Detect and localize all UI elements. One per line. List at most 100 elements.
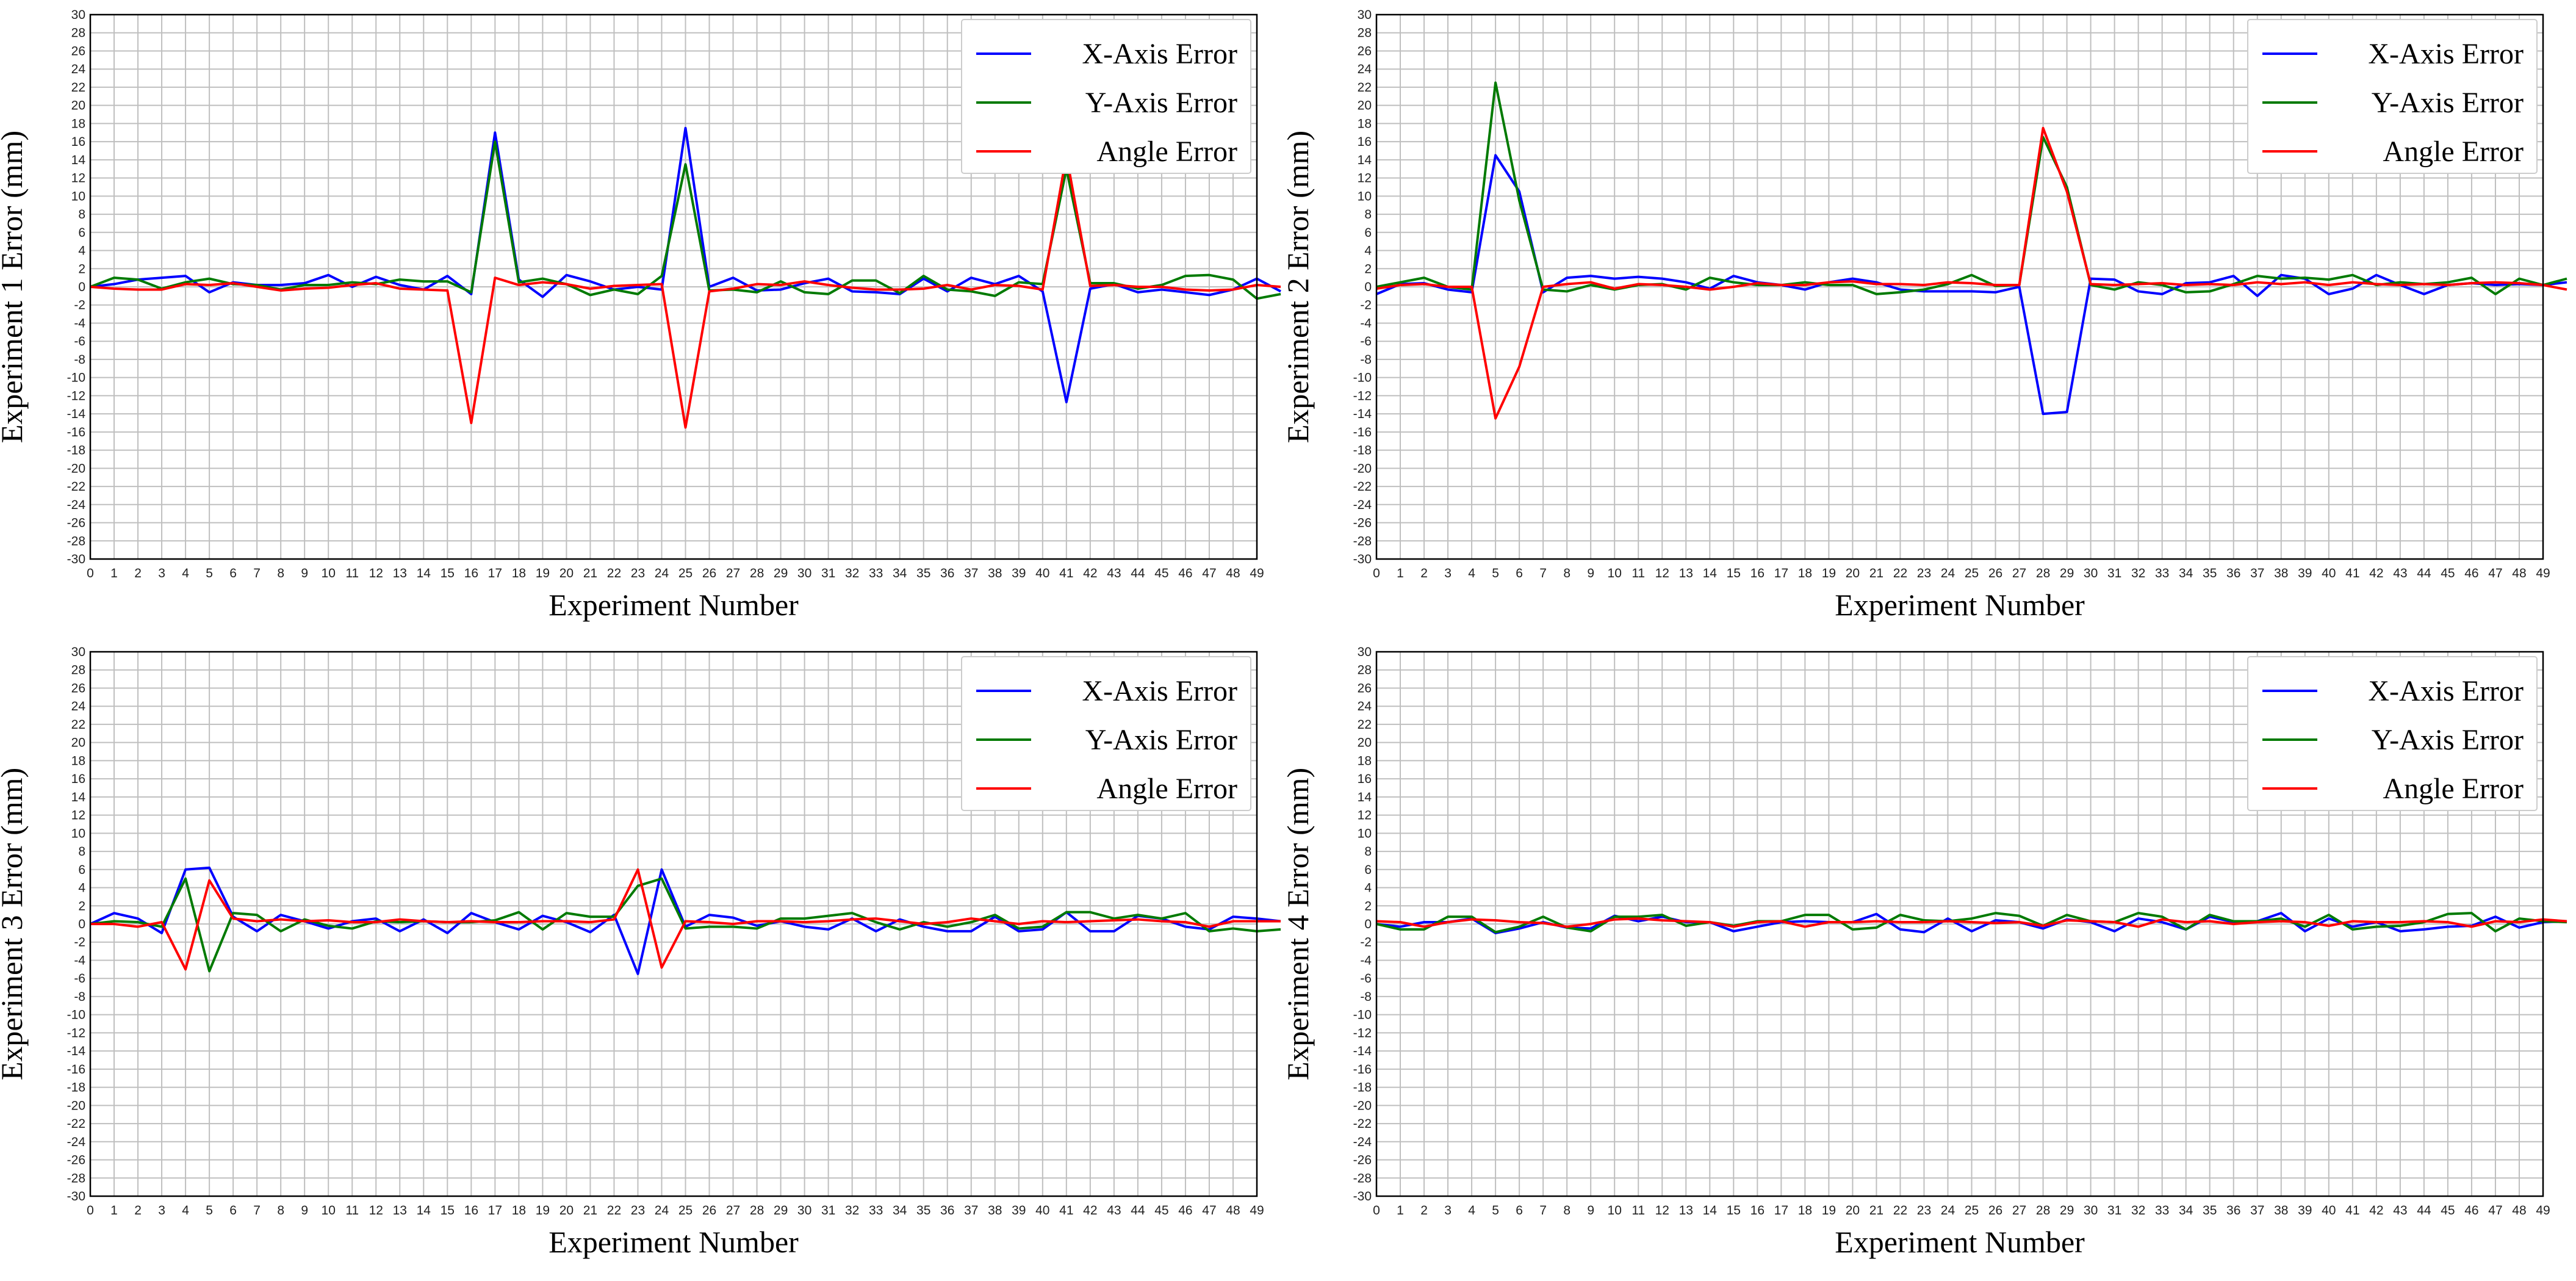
y-tick-label: -2 [1360, 936, 1372, 950]
legend-entry-label: Angle Error [1096, 773, 1237, 805]
y-tick-label: 26 [1358, 681, 1372, 695]
y-tick-label: 6 [1364, 226, 1372, 240]
y-tick-label: -2 [74, 298, 85, 312]
x-tick-label: 17 [1774, 566, 1788, 580]
x-tick-label: 24 [655, 1203, 669, 1218]
x-tick-label: 34 [893, 1203, 907, 1218]
x-tick-label: 6 [1516, 1203, 1523, 1218]
x-tick-label: 26 [702, 566, 716, 580]
x-tick-label: 43 [2393, 566, 2407, 580]
x-tick-label: 4 [182, 1203, 189, 1218]
x-tick-label: 36 [2226, 566, 2240, 580]
y-tick-label: -28 [1353, 534, 1372, 548]
y-tick-label: 26 [71, 681, 85, 695]
x-tick-label: 29 [2060, 1203, 2074, 1218]
x-tick-label: 28 [2036, 1203, 2050, 1218]
y-tick-label: 2 [1364, 899, 1372, 913]
y-tick-label: -28 [67, 534, 85, 548]
x-tick-label: 35 [916, 566, 930, 580]
y-tick-label: 6 [78, 863, 85, 877]
y-tick-label: -10 [67, 1008, 85, 1022]
y-tick-label: 4 [1364, 881, 1372, 895]
x-tick-label: 47 [2488, 1203, 2502, 1218]
y-tick-label: -8 [1360, 353, 1372, 367]
x-tick-label: 11 [345, 1203, 359, 1218]
y-tick-label: 22 [71, 81, 85, 95]
legend-box [961, 656, 1251, 811]
y-tick-label: -4 [74, 953, 85, 967]
x-tick-label: 40 [2322, 1203, 2336, 1218]
y-tick-label: 10 [1358, 189, 1372, 203]
x-tick-label: 13 [393, 1203, 407, 1218]
y-tick-label: 28 [71, 663, 85, 677]
y-tick-label: 18 [1358, 117, 1372, 131]
x-tick-label: 35 [2203, 566, 2217, 580]
y-tick-label: 10 [1358, 826, 1372, 840]
x-tick-label: 21 [583, 566, 597, 580]
chart-panel-3: 0 1 2 3 4 5 6 7 8 9 10 11 12 13 14 15 16 17 18 19 20 21 22 23 24… [0, 645, 1281, 1259]
x-tick-label: 42 [1083, 1203, 1097, 1218]
y-tick-label: 30 [71, 645, 85, 659]
x-tick-label: 34 [2179, 566, 2193, 580]
x-tick-label: 0 [87, 1203, 94, 1218]
y-tick-label: 20 [71, 99, 85, 113]
y-tick-label: 0 [78, 280, 85, 294]
x-tick-label: 2 [1420, 566, 1428, 580]
y-tick-label: 0 [1364, 917, 1372, 931]
x-tick-label: 32 [845, 566, 859, 580]
x-tick-label: 43 [1107, 1203, 1121, 1218]
x-tick-label: 37 [2250, 566, 2264, 580]
series-line-x-axis-error [90, 126, 1281, 403]
y-tick-label: 14 [1358, 153, 1372, 167]
y-tick-label: 16 [71, 772, 85, 786]
series-line-angle-error [90, 868, 1281, 971]
x-tick-label: 34 [2179, 1203, 2193, 1218]
x-tick-label: 25 [1965, 566, 1979, 580]
x-tick-label: 30 [797, 566, 811, 580]
y-tick-label: 30 [71, 8, 85, 22]
y-tick-label: -14 [67, 1044, 86, 1058]
x-tick-label: 38 [988, 566, 1002, 580]
legend-entry-label: Y-Axis Error [2372, 87, 2524, 119]
y-tick-label: 0 [1364, 280, 1372, 294]
y-tick-label: 28 [1358, 26, 1372, 40]
y-tick-label: 14 [1358, 790, 1372, 804]
y-tick-label: 16 [1358, 135, 1372, 149]
x-tick-label: 3 [158, 566, 165, 580]
x-tick-label: 38 [2274, 566, 2288, 580]
plot-frame [1375, 13, 2544, 560]
x-tick-label: 14 [417, 1203, 431, 1218]
x-tick-label: 30 [2084, 1203, 2098, 1218]
y-tick-label: 8 [78, 207, 85, 222]
x-tick-label: 46 [2464, 566, 2478, 580]
x-tick-label: 4 [182, 566, 189, 580]
y-tick-label: -10 [1353, 1008, 1372, 1022]
x-tick-label: 8 [1563, 1203, 1570, 1218]
x-tick-label: 10 [1608, 566, 1622, 580]
y-tick-label: -20 [67, 461, 85, 475]
x-tick-label: 3 [1444, 566, 1452, 580]
x-tick-label: 14 [417, 566, 431, 580]
x-tick-label: 1 [1397, 1203, 1404, 1218]
x-tick-label: 41 [2345, 1203, 2359, 1218]
x-tick-label: 22 [1893, 566, 1907, 580]
x-tick-label: 29 [774, 1203, 788, 1218]
legend-entry-label: Y-Axis Error [1085, 87, 1237, 119]
legend-box [961, 19, 1251, 174]
plot-frame [89, 13, 1258, 560]
x-tick-label: 26 [1988, 1203, 2002, 1218]
x-tick-label: 21 [1869, 566, 1883, 580]
y-tick-label: -6 [1360, 972, 1372, 986]
x-tick-label: 11 [1632, 1203, 1645, 1218]
y-tick-label: -18 [1353, 1081, 1372, 1095]
x-tick-label: 33 [869, 1203, 883, 1218]
y-tick-label: 6 [1364, 863, 1372, 877]
x-tick-label: 35 [916, 1203, 930, 1218]
x-tick-label: 36 [940, 566, 954, 580]
y-tick-label: 14 [71, 153, 86, 167]
y-tick-label: -18 [67, 1081, 85, 1095]
x-tick-label: 43 [1107, 566, 1121, 580]
x-tick-label: 30 [797, 1203, 811, 1218]
chart-panel-1: 0 1 2 3 4 5 6 7 8 9 10 11 12 13 14 15 16 17 18 19 20 21 22 23 24… [0, 8, 1281, 622]
